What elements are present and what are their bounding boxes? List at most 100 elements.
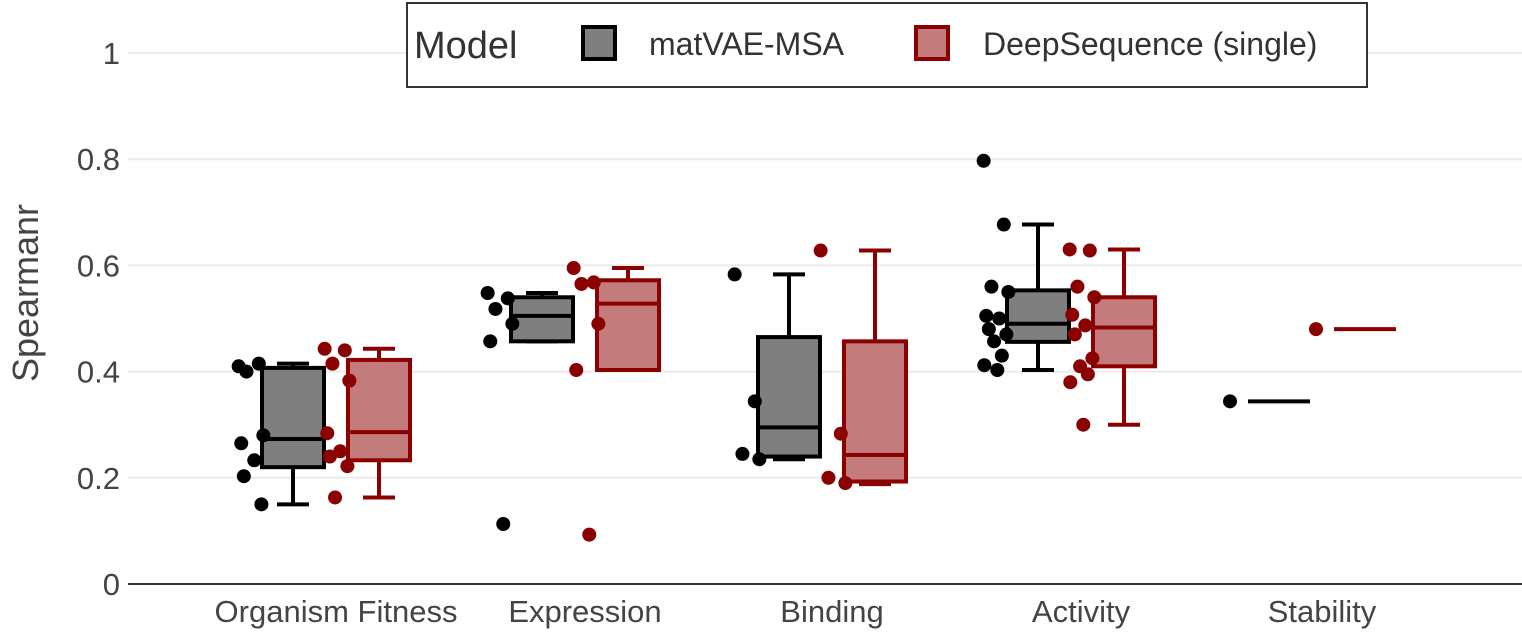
data-point [1001,284,1016,299]
data-point [1062,242,1077,257]
data-point [325,356,340,371]
y-tick-label: 0.2 [77,461,120,496]
data-point [236,469,251,484]
data-point [566,261,581,276]
data-point [1063,375,1078,390]
data-point [987,334,1002,349]
data-point [1076,417,1091,432]
data-point [1085,351,1100,366]
legend-title: Model [414,25,518,67]
data-point [317,341,332,356]
data-point [996,217,1011,232]
data-point [1223,394,1237,409]
data-point [1078,318,1093,333]
data-point [977,358,992,373]
data-point [488,301,503,316]
data-point [1065,307,1080,322]
data-point [574,276,589,291]
data-point [994,348,1009,363]
data-point [821,470,836,485]
box-plot [842,248,908,487]
data-point [999,327,1014,342]
data-point [979,308,994,323]
box-body [842,339,908,484]
box-plot [595,266,661,373]
data-point [320,426,335,441]
box-plot [1005,222,1071,373]
data-point [247,453,262,468]
y-tick-label: 0.8 [77,142,120,177]
data-point [1082,243,1097,258]
legend: Model matVAE-MSA DeepSequence (single) [406,2,1368,88]
box-body [595,278,661,373]
y-axis-title: Spearmanr [5,204,46,382]
y-tick-label: 0.4 [77,355,120,390]
data-point [256,428,271,443]
legend-swatch-matvae-msa [581,25,617,61]
legend-label-matvae-msa: matVAE-MSA [649,26,845,62]
data-point [234,436,249,451]
box-plot [1091,247,1157,427]
box-body [260,365,326,470]
data-point [976,153,991,168]
x-tick-label: Expression [508,594,661,629]
y-axis: 0 0.2 0.4 0.6 0.8 1 [77,36,120,602]
data-point [1309,322,1323,337]
data-point [1087,290,1102,305]
data-point [333,444,348,459]
box-body [1091,295,1157,369]
data-point [1080,367,1095,382]
data-point [505,316,520,331]
data-point [480,286,495,301]
data-point [500,291,515,306]
data-point [496,516,511,531]
data-point [1067,327,1082,342]
box-body [756,335,822,459]
data-points [231,153,1323,542]
data-point [582,527,597,542]
y-tick-label: 0.6 [77,248,120,283]
box-plots [260,222,1396,507]
box-body [509,295,575,344]
data-point [254,497,269,512]
box-plot [346,346,412,500]
data-point [1070,279,1085,294]
legend-swatch-deepsequence [914,25,950,61]
data-point [984,279,999,294]
box-plot [509,291,575,344]
data-point [747,394,762,409]
data-point [337,343,352,358]
box-body [1005,288,1071,344]
data-point [752,452,767,467]
grid-lines [128,52,1522,479]
data-point [990,363,1005,378]
data-point [340,459,355,474]
data-point [981,322,996,337]
y-tick-label: 0 [103,567,120,602]
data-point [727,267,742,282]
data-point [239,364,254,379]
legend-frame [406,2,1368,88]
data-point [328,490,343,505]
box-plot [756,272,822,462]
data-point [586,275,601,290]
data-point [342,373,357,388]
data-point [833,426,848,441]
data-point [251,356,266,371]
data-point [569,363,584,378]
x-tick-label: Binding [780,594,883,629]
box-body [346,357,412,463]
y-tick-label: 1 [103,36,120,71]
data-point [813,243,828,258]
box-plot [260,361,326,507]
data-point [735,446,750,461]
data-point [591,316,606,331]
x-tick-label: Organism Fitness [215,594,458,629]
data-point [838,476,853,491]
data-point [992,311,1007,326]
x-tick-label: Stability [1268,594,1377,629]
x-tick-label: Activity [1032,594,1131,629]
x-axis: Organism Fitness Expression Binding Activit… [215,594,1377,629]
data-point [483,334,498,349]
